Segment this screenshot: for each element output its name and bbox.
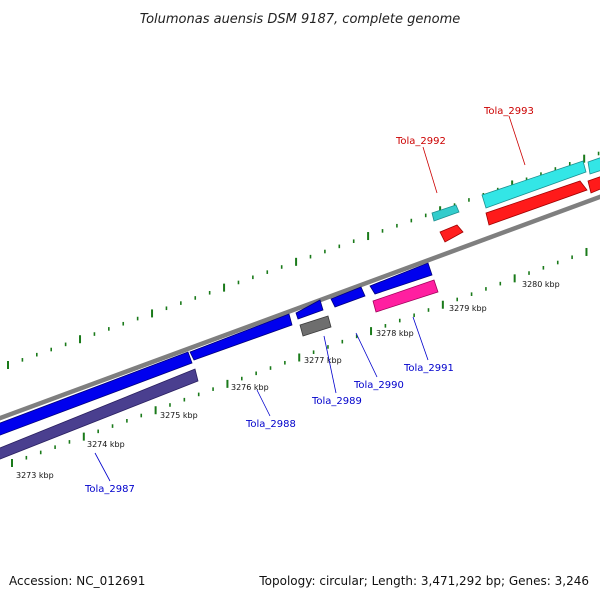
leader-tola-2992 xyxy=(422,146,438,194)
gene-feature-tola-2992[interactable] xyxy=(439,224,464,243)
leader-tola-2987 xyxy=(94,452,111,482)
gene-feature-tola-2989-blue[interactable] xyxy=(295,299,324,320)
axis-label-3277: 3277 kbp xyxy=(304,356,342,365)
leader-tola-2993 xyxy=(508,115,526,166)
accession-text: Accession: NC_012691 xyxy=(9,574,145,588)
axis-label-3279: 3279 kbp xyxy=(449,304,487,313)
leader-tola-2991 xyxy=(412,316,429,361)
gene-feature-tola-2991-blue[interactable] xyxy=(369,262,433,295)
genome-summary-text: Topology: circular; Length: 3,471,292 bp… xyxy=(258,574,589,588)
gene-label-tola-2990[interactable]: Tola_2990 xyxy=(353,380,404,391)
gene-feature-tola-2989[interactable] xyxy=(299,315,332,337)
axis-label-3280: 3280 kbp xyxy=(522,280,560,289)
gene-feature-tola-2987[interactable] xyxy=(0,368,199,461)
gene-feature-large-blue-left[interactable] xyxy=(0,351,193,437)
gene-label-tola-2991[interactable]: Tola_2991 xyxy=(403,363,454,374)
leader-tola-2990 xyxy=(355,332,378,378)
gene-label-tola-2987[interactable]: Tola_2987 xyxy=(84,484,135,495)
leader-tola-2988 xyxy=(256,389,271,417)
page-title: Tolumonas auensis DSM 9187, complete gen… xyxy=(140,12,461,27)
gene-feature-tola-2991[interactable] xyxy=(372,279,439,313)
gene-feature-right-red[interactable] xyxy=(587,175,600,194)
gene-label-tola-2993[interactable]: Tola_2993 xyxy=(483,106,534,117)
gene-feature-right-cyan[interactable] xyxy=(587,156,600,175)
gene-feature-tola-2992-top[interactable] xyxy=(431,204,460,222)
outer-tick-track xyxy=(7,151,600,369)
gene-label-tola-2988[interactable]: Tola_2988 xyxy=(245,419,296,430)
genome-backbone xyxy=(0,194,600,421)
gene-feature-tola-2993-top[interactable] xyxy=(481,160,587,209)
gene-feature-tola-2990[interactable] xyxy=(330,286,366,308)
axis-label-3273: 3273 kbp xyxy=(16,471,54,480)
gene-label-tola-2992[interactable]: Tola_2992 xyxy=(395,136,446,147)
gene-feature-tola-2988[interactable] xyxy=(189,313,293,361)
axis-label-3276: 3276 kbp xyxy=(231,383,269,392)
leader-tola-2989 xyxy=(323,335,337,394)
inner-tick-track xyxy=(11,247,588,467)
axis-label-3274: 3274 kbp xyxy=(87,440,125,449)
gene-feature-tola-2993[interactable] xyxy=(485,180,588,226)
axis-label-3278: 3278 kbp xyxy=(376,329,414,338)
gene-label-tola-2989[interactable]: Tola_2989 xyxy=(311,396,362,407)
axis-label-3275: 3275 kbp xyxy=(160,411,198,420)
